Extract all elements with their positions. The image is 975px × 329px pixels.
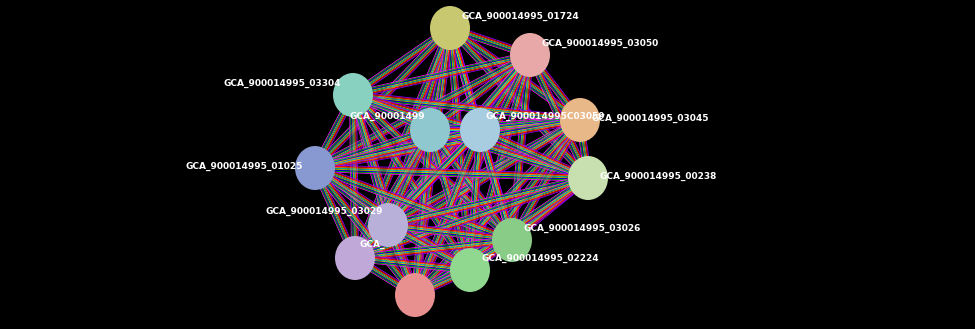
Text: GCA_900014995_03029: GCA_900014995_03029 (265, 206, 383, 215)
Ellipse shape (295, 146, 335, 190)
Ellipse shape (335, 236, 375, 280)
Text: GCA_90001499: GCA_90001499 (349, 112, 425, 120)
Text: GCA_900014995_03304: GCA_900014995_03304 (223, 78, 341, 88)
Ellipse shape (333, 73, 373, 117)
Text: GCA_900014995_03026: GCA_900014995_03026 (524, 223, 642, 233)
Ellipse shape (395, 273, 435, 317)
Text: GCA_900014995C03059: GCA_900014995C03059 (485, 112, 604, 120)
Text: GCA_: GCA_ (360, 240, 385, 249)
Ellipse shape (410, 108, 450, 152)
Text: GCA_900014995_03050: GCA_900014995_03050 (542, 38, 659, 48)
Text: GCA_900014995_02224: GCA_900014995_02224 (482, 253, 600, 263)
Text: GCA_900014995_00238: GCA_900014995_00238 (600, 171, 718, 181)
Text: GCA_900014995_01025: GCA_900014995_01025 (185, 162, 303, 170)
Text: GCA_900014995_03045: GCA_900014995_03045 (592, 114, 710, 123)
Ellipse shape (560, 98, 600, 142)
Ellipse shape (492, 218, 532, 262)
Ellipse shape (368, 203, 408, 247)
Ellipse shape (430, 6, 470, 50)
Ellipse shape (510, 33, 550, 77)
Text: GCA_900014995_01724: GCA_900014995_01724 (462, 12, 580, 21)
Ellipse shape (460, 108, 500, 152)
Ellipse shape (568, 156, 608, 200)
Ellipse shape (450, 248, 490, 292)
